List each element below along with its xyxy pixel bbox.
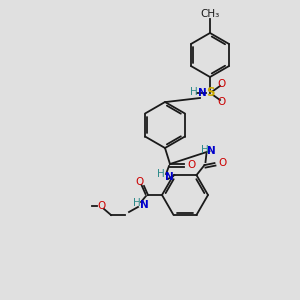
Text: CH₃: CH₃ — [200, 9, 220, 19]
Text: O: O — [218, 97, 226, 107]
Text: O: O — [218, 158, 227, 168]
Text: N: N — [198, 88, 207, 98]
Text: N: N — [165, 172, 174, 182]
Text: N: N — [208, 146, 216, 156]
Text: O: O — [187, 160, 195, 170]
Text: N: N — [140, 200, 149, 210]
Text: S: S — [206, 86, 214, 100]
Text: H: H — [133, 198, 141, 208]
Text: O: O — [218, 79, 226, 89]
Text: H: H — [190, 87, 198, 97]
Text: H: H — [201, 145, 208, 155]
Text: O: O — [135, 177, 143, 187]
Text: H: H — [157, 169, 165, 179]
Text: O: O — [97, 201, 105, 211]
